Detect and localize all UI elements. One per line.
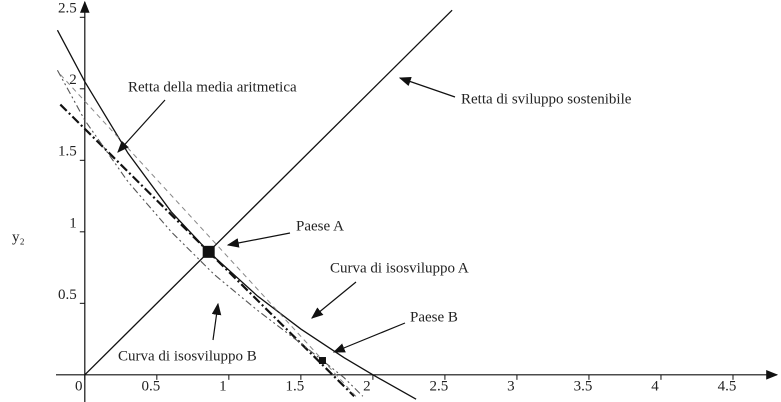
x-tick-label: 1 [219, 378, 227, 394]
annotation: Paese B [410, 309, 458, 325]
x-tick-label: 4 [651, 378, 659, 394]
x-tick-label: 3.5 [574, 378, 593, 394]
x-tick-label: 0.5 [141, 378, 160, 394]
annotation-arrow [332, 322, 406, 353]
series-line [84, 9, 453, 376]
point [202, 245, 215, 258]
y-tick-label: 2 [69, 72, 77, 88]
y-tick-label: 1.5 [58, 144, 77, 160]
annotation: Retta della media aritmetica [128, 79, 297, 95]
series-line [56, 69, 364, 397]
annotation: Curva di isosviluppo A [330, 260, 469, 276]
x-tick-label: 1.5 [285, 378, 304, 394]
annotation-arrow [311, 281, 357, 319]
annotation: Paese A [296, 218, 344, 234]
x-tick-label: 3 [507, 378, 515, 394]
x-tick-label: 2 [363, 378, 371, 394]
point [318, 357, 326, 365]
y-tick-label: 2.5 [58, 1, 77, 17]
x-tick-label: 0 [75, 378, 83, 394]
annotation-arrow [211, 302, 222, 341]
series-line [59, 74, 359, 400]
annotation-arrow [117, 99, 166, 153]
annotation-arrow [398, 76, 456, 98]
x-tick-label: 4.5 [718, 378, 737, 394]
y-tick-label: 0.5 [58, 287, 77, 303]
annotation: Retta di sviluppo sostenibile [461, 91, 632, 107]
x-tick-label: 2.5 [430, 378, 449, 394]
annotation: Curva di isosviluppo B [118, 348, 257, 364]
annotation-arrow [226, 232, 291, 248]
y-tick-label: 1 [69, 215, 77, 231]
y-axis-label: y₂ [12, 229, 25, 245]
series-line [56, 29, 417, 400]
